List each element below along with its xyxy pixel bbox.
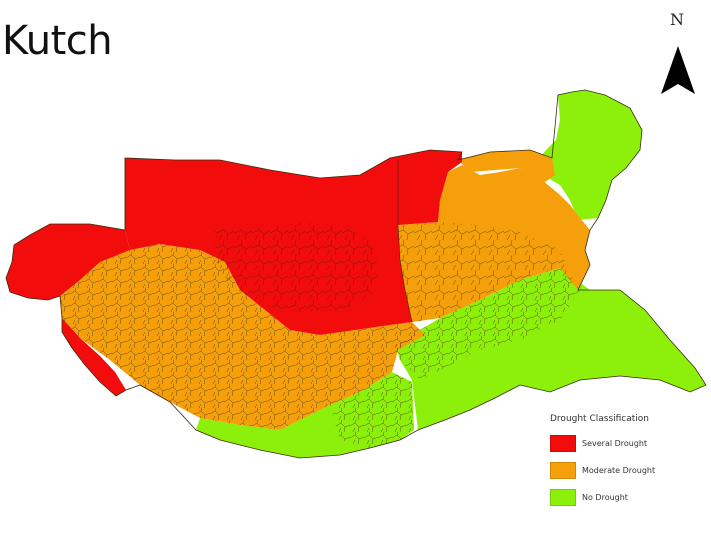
legend-item-moderate: Moderate Drought	[550, 462, 700, 479]
district-outline	[5, 89, 707, 459]
legend-label-none: No Drought	[582, 493, 628, 502]
legend-item-none: No Drought	[550, 489, 700, 506]
village-boundaries-central	[215, 222, 380, 312]
legend-label-moderate: Moderate Drought	[582, 466, 656, 475]
north-label: N	[670, 10, 684, 29]
village-boundaries-south	[330, 372, 414, 448]
internal-boundary	[124, 158, 413, 323]
village-boundaries-west	[60, 244, 425, 430]
legend-swatch-severe	[550, 435, 576, 452]
legend: Drought Classification Several Drought M…	[550, 414, 700, 516]
region-severe-coast	[62, 318, 126, 396]
legend-title: Drought Classification	[550, 414, 649, 424]
legend-item-severe: Several Drought	[550, 435, 700, 452]
legend-label-severe: Several Drought	[582, 439, 648, 448]
legend-swatch-none	[550, 489, 576, 506]
legend-swatch-moderate	[550, 462, 576, 479]
region-no-drought-northeast	[538, 90, 642, 220]
north-arrow-icon	[661, 46, 695, 94]
village-boundaries-east	[398, 222, 578, 322]
map-title: Kutch	[2, 18, 113, 64]
village-boundaries-southeast	[395, 268, 580, 380]
region-severe-west-strip	[6, 224, 130, 300]
region-moderate-northeast-patch	[458, 150, 555, 182]
